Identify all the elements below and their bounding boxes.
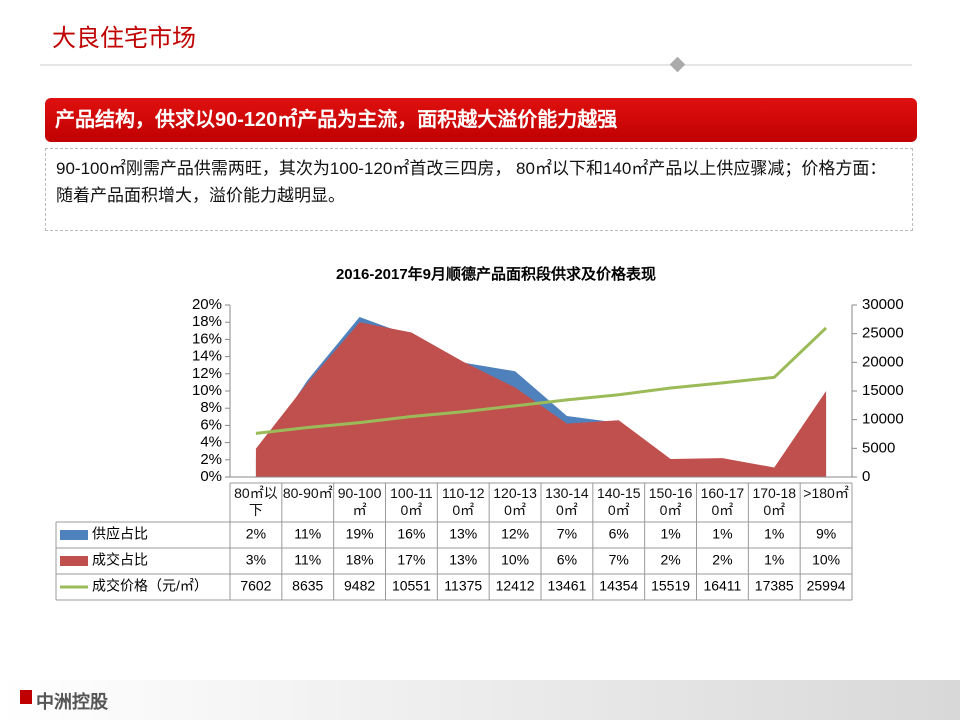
footer-band — [0, 680, 960, 720]
y-tick-label: 6% — [200, 416, 222, 433]
x-tick-label: 120-130㎡ — [493, 485, 537, 518]
data-label: 16411 — [703, 578, 741, 594]
data-label: 16% — [397, 526, 425, 542]
y-tick-label: 10% — [192, 382, 222, 399]
data-label: 11% — [294, 526, 321, 542]
data-label: 7% — [609, 552, 629, 568]
y2-tick-label: 25000 — [862, 325, 904, 342]
y2-tick-label: 10000 — [862, 411, 904, 428]
x-tick-label: 90-100㎡ — [337, 485, 382, 518]
data-label: 2% — [660, 552, 680, 568]
data-label: 3% — [246, 552, 266, 568]
data-label: 6% — [557, 552, 577, 568]
legend-label: 供应占比 — [92, 526, 148, 542]
data-label: 13% — [449, 526, 477, 542]
logo-text: 中洲控股 — [36, 692, 108, 712]
data-label: 14354 — [599, 578, 638, 594]
x-tick-label: >180㎡ — [803, 485, 849, 501]
data-label: 9% — [816, 526, 836, 542]
data-label: 17% — [397, 552, 425, 568]
logo-icon — [20, 690, 32, 704]
data-label: 8635 — [292, 578, 323, 594]
data-label: 1% — [660, 526, 680, 542]
y-tick-label: 0% — [200, 468, 222, 485]
x-tick-label: 130-140㎡ — [545, 485, 589, 518]
data-label: 10551 — [392, 578, 431, 594]
y-tick-label: 12% — [192, 365, 222, 382]
x-tick-label: 80㎡以下 — [234, 485, 278, 518]
chart-title: 2016-2017年9月顺德产品面积段供求及价格表现 — [336, 265, 656, 283]
legend-swatch — [60, 530, 88, 540]
data-label: 12412 — [496, 578, 535, 594]
data-label: 13% — [449, 552, 477, 568]
y-tick-label: 8% — [200, 399, 222, 416]
data-label: 2% — [246, 526, 266, 542]
x-tick-label: 150-160㎡ — [648, 485, 693, 518]
y2-tick-label: 20000 — [862, 353, 904, 370]
page-title: 大良住宅市场 — [52, 25, 196, 52]
x-tick-label: 170-180㎡ — [752, 485, 797, 518]
x-tick-label: 140-150㎡ — [596, 485, 641, 518]
y2-tick-label: 5000 — [862, 439, 895, 456]
data-label: 7602 — [240, 578, 271, 594]
data-label: 25994 — [807, 578, 846, 594]
x-tick-label: 100-110㎡ — [390, 485, 433, 518]
data-label: 19% — [346, 526, 374, 542]
description: 90-100㎡刚需产品供需两旺，其次为100-120㎡首改三四房， 80㎡以下和… — [45, 148, 913, 231]
data-label: 9482 — [344, 578, 375, 594]
data-label: 18% — [346, 552, 374, 568]
x-tick-label: 80-90㎡ — [282, 485, 333, 501]
data-label: 17385 — [755, 578, 794, 594]
data-label: 11% — [294, 552, 321, 568]
y2-tick-label: 30000 — [862, 296, 904, 313]
data-label: 7% — [557, 526, 577, 542]
data-label: 11375 — [444, 578, 482, 594]
data-label: 6% — [609, 526, 629, 542]
y-tick-label: 14% — [192, 348, 222, 365]
header-diamond — [669, 56, 686, 73]
x-tick-label: 160-170㎡ — [700, 485, 745, 518]
y-tick-label: 18% — [192, 313, 222, 330]
data-label: 1% — [764, 526, 784, 542]
data-label: 2% — [712, 552, 732, 568]
x-tick-label: 110-120㎡ — [441, 485, 485, 518]
y-tick-label: 20% — [192, 296, 222, 313]
data-label: 10% — [501, 552, 529, 568]
y-tick-label: 16% — [192, 330, 222, 347]
banner: 产品结构，供求以90-120㎡产品为主流，面积越大溢价能力越强 — [45, 98, 917, 142]
legend-label: 成交价格（元/㎡） — [92, 578, 208, 594]
line — [255, 326, 828, 435]
y-tick-label: 2% — [200, 451, 222, 468]
data-label: 10% — [812, 552, 840, 568]
area — [255, 322, 827, 477]
data-label: 13461 — [547, 578, 586, 594]
y2-tick-label: 0 — [862, 468, 870, 485]
data-label: 15519 — [651, 578, 690, 594]
data-label: 1% — [712, 526, 732, 542]
data-label: 1% — [764, 552, 784, 568]
y-tick-label: 4% — [200, 434, 222, 451]
legend-swatch — [60, 556, 88, 566]
legend-label: 成交占比 — [92, 552, 148, 568]
y2-tick-label: 15000 — [862, 382, 904, 399]
data-label: 12% — [501, 526, 529, 542]
